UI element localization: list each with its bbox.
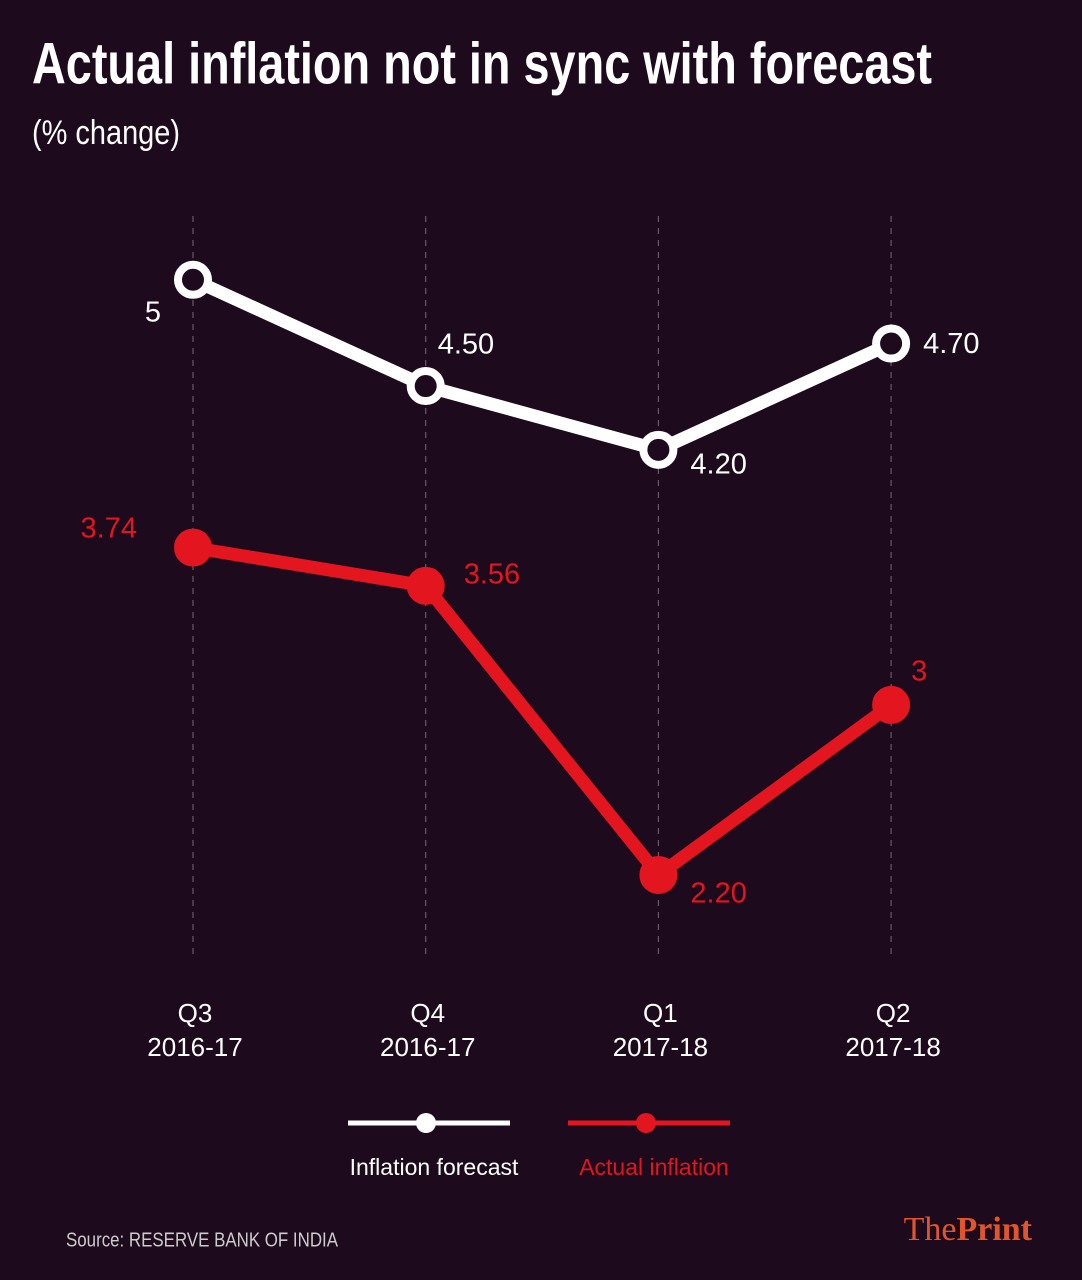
x-tick-label: 2016-17 — [380, 1032, 475, 1062]
x-tick-label: 2016-17 — [147, 1032, 242, 1062]
source: Source: RESERVE BANK OF INDIA — [66, 1229, 339, 1251]
data-label: 3 — [911, 656, 927, 688]
point-center — [415, 575, 436, 596]
point-center — [183, 537, 203, 558]
data-label: 4.50 — [438, 329, 494, 361]
series-line — [190, 273, 894, 457]
point — [174, 260, 212, 299]
legend-label: Actual inflation — [579, 1154, 729, 1180]
logo: ThePrint — [904, 1211, 1033, 1248]
data-label: 4.20 — [690, 448, 746, 480]
data-label: 5 — [145, 296, 161, 328]
chart-subtitle: (% change) — [32, 114, 180, 152]
legend-label: Inflation forecast — [350, 1154, 519, 1180]
point — [639, 430, 678, 469]
data-label: 4.70 — [923, 328, 979, 360]
series-line — [191, 541, 895, 882]
legend-marker — [416, 1113, 436, 1133]
logo-print: Print — [956, 1211, 1032, 1248]
x-tick-label: Q3 — [178, 998, 213, 1028]
data-label: 3.56 — [464, 559, 520, 591]
point-center — [648, 864, 669, 885]
x-tick-label: Q2 — [876, 998, 911, 1028]
data-label: 2.20 — [690, 878, 746, 910]
chart-title: Actual inflation not in sync with foreca… — [32, 31, 932, 96]
x-tick-label: Q1 — [643, 998, 678, 1028]
point — [406, 367, 445, 406]
point-center — [881, 694, 902, 715]
legend-marker — [636, 1113, 656, 1133]
x-tick-label: 2017-18 — [845, 1032, 940, 1062]
point — [872, 324, 911, 363]
logo-the: The — [904, 1211, 957, 1248]
data-label: 3.74 — [81, 512, 137, 544]
x-tick-label: 2017-18 — [613, 1032, 708, 1062]
x-tick-label: Q4 — [410, 998, 445, 1028]
